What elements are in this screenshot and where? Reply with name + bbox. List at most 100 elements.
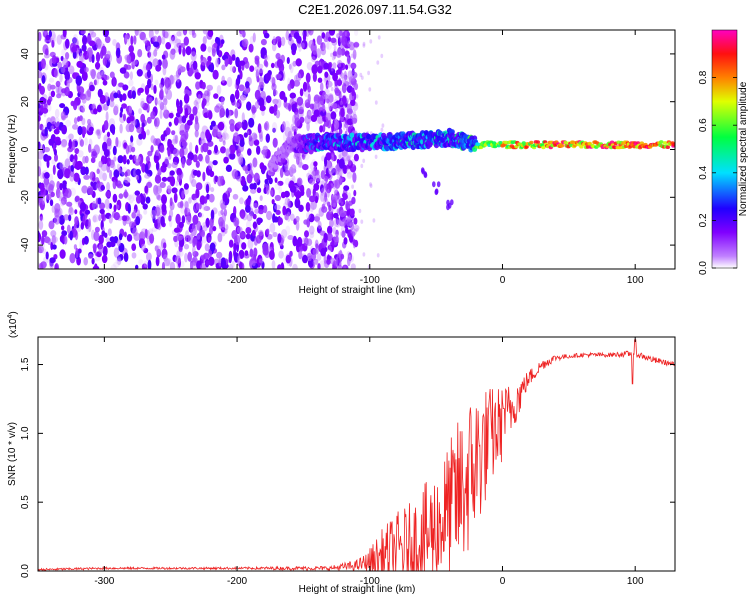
spectrogram-noise-cell <box>128 194 134 204</box>
spectrogram-noise-cell <box>352 239 357 246</box>
spectrogram-noise-cell <box>184 207 191 216</box>
spectrogram-noise-cell <box>209 242 216 252</box>
spectrogram-noise-cell <box>180 134 187 144</box>
spectrogram-noise-cell <box>256 187 262 194</box>
spectrogram-noise-cell <box>47 99 51 106</box>
spectrogram-noise-cell <box>189 142 193 152</box>
spectrogram-noise-cell <box>92 200 96 210</box>
spectrogram-noise-cell <box>170 34 176 42</box>
spectrogram-noise-cell <box>205 129 211 140</box>
spectrogram-noise-cell <box>90 31 97 38</box>
spectrogram-noise-cell <box>179 99 183 108</box>
spectrogram-noise-cell <box>142 203 148 210</box>
spectrogram-noise-cell <box>205 154 210 164</box>
spectrogram-noise-cell <box>313 161 318 167</box>
spectrogram-noise-cell <box>330 52 333 58</box>
spectrogram-noise-cell <box>258 63 264 69</box>
spectrogram-noise-cell <box>291 125 298 132</box>
spectrogram-noise-cell <box>139 232 144 239</box>
snr-x-tick-label: -200 <box>227 576 247 587</box>
spectrogram-noise-cell <box>53 68 58 78</box>
spectrogram-noise-cell <box>278 185 283 194</box>
spectrogram-noise-cell <box>255 234 262 244</box>
spectrogram-noise-cell <box>313 100 319 110</box>
spectrogram-noise-cell <box>44 48 49 56</box>
spectrogram-noise-cell <box>88 56 92 63</box>
spectrogram-noise-cell <box>154 174 162 184</box>
spectrogram-noise-cell <box>253 247 258 258</box>
spectrogram-noise-cell <box>330 67 334 72</box>
spectrogram-noise-cell <box>148 51 155 62</box>
spectrogram-noise-cell <box>320 247 327 257</box>
colorbar-frame <box>711 29 738 269</box>
spectrogram-noise-cell <box>200 131 206 141</box>
spectrogram-noise-cell <box>263 205 268 214</box>
spectrogram-noise-cell <box>327 166 335 175</box>
spectrogram-noise-cell <box>343 185 350 192</box>
spectrogram-noise-cell <box>312 47 318 55</box>
spectrogram-noise-cell <box>346 118 354 126</box>
spectrogram-noise-cell <box>331 154 337 162</box>
spectrogram-noise-cell <box>287 198 291 209</box>
spectrogram-noise-cell <box>313 258 319 265</box>
spectrogram-noise-cell <box>289 62 294 74</box>
spectrogram-noise-cell <box>94 226 100 233</box>
spectrogram-noise-cell <box>178 45 182 55</box>
spectrogram-noise-cell <box>271 260 276 269</box>
spectrogram-y-label: Frequency (Hz) <box>7 115 18 184</box>
spectrogram-noise-cell <box>307 255 312 262</box>
spectrogram-noise-cell <box>129 141 134 148</box>
spectrogram-noise-cell <box>59 73 63 83</box>
spectrogram-noise-cell <box>314 60 320 66</box>
spectrogram-noise-cell <box>239 30 243 37</box>
spectrogram-noise-cell <box>341 36 348 47</box>
spectrogram-noise-cell <box>106 131 111 138</box>
spectrogram-noise-cell <box>119 111 123 118</box>
spectrogram-noise-cell <box>94 36 101 46</box>
spectrogram-noise-cell <box>169 261 176 269</box>
spectrogram-noise-cell <box>295 193 300 201</box>
spectrogram-noise-cell <box>101 164 107 171</box>
spectrogram-noise-cell <box>50 116 56 125</box>
spectrogram-noise-cell <box>279 90 286 100</box>
spectrogram-noise-cell <box>321 32 326 39</box>
spectrogram-noise-cell <box>254 55 260 62</box>
spectrogram-noise-cell <box>81 44 87 52</box>
spectrogram-noise-cell <box>157 194 162 201</box>
spectrogram-noise-cell <box>154 97 158 106</box>
spectrogram-noise-cell <box>109 241 116 248</box>
spectrogram-noise-cell <box>216 131 222 137</box>
spectrogram-noise-cell <box>274 194 282 202</box>
spectrogram-noise-cell <box>52 244 57 250</box>
spectrogram-noise-cell <box>236 121 243 129</box>
spectrogram-carrier-cell <box>529 140 534 145</box>
spectrogram-noise-cell <box>166 185 172 194</box>
spectrogram-noise-cell <box>74 195 80 202</box>
spectrogram-noise-cell <box>207 149 212 156</box>
spectrogram-noise-cell <box>220 209 224 216</box>
spectrogram-noise-cell <box>101 70 106 78</box>
spectrogram-noise-cell <box>48 138 54 146</box>
spectrogram-noise-cell <box>66 79 70 90</box>
spectrogram-carrier-cell <box>672 142 675 147</box>
spectrogram-noise-cell <box>235 56 241 68</box>
spectrogram-noise-cell <box>345 64 349 70</box>
spectrogram-noise-cell <box>277 180 284 186</box>
spectrogram-noise-cell <box>220 97 225 106</box>
spectrogram-noise-cell <box>257 123 262 134</box>
spectrogram-noise-cell <box>238 84 245 92</box>
spectrogram-noise-cell <box>134 190 141 196</box>
spectrogram-noise-cell <box>79 139 84 147</box>
spectrogram-noise-cell <box>309 103 315 110</box>
spectrogram-noise-cell <box>192 154 198 163</box>
spectrogram-noise-cell <box>295 72 302 82</box>
spectrogram-noise-cell <box>131 90 136 99</box>
snr-y-tick-label: 1.0 <box>20 426 31 440</box>
spectrogram-noise-cell <box>117 82 124 88</box>
spectrogram-noise-cell <box>256 145 261 155</box>
spectrogram-noise-cell <box>44 30 48 36</box>
spectrogram-noise-cell <box>328 30 336 36</box>
spectrogram-noise-cell <box>125 144 130 155</box>
spectrogram-noise-cell <box>335 229 339 237</box>
spectrogram-noise-cell <box>135 168 141 176</box>
